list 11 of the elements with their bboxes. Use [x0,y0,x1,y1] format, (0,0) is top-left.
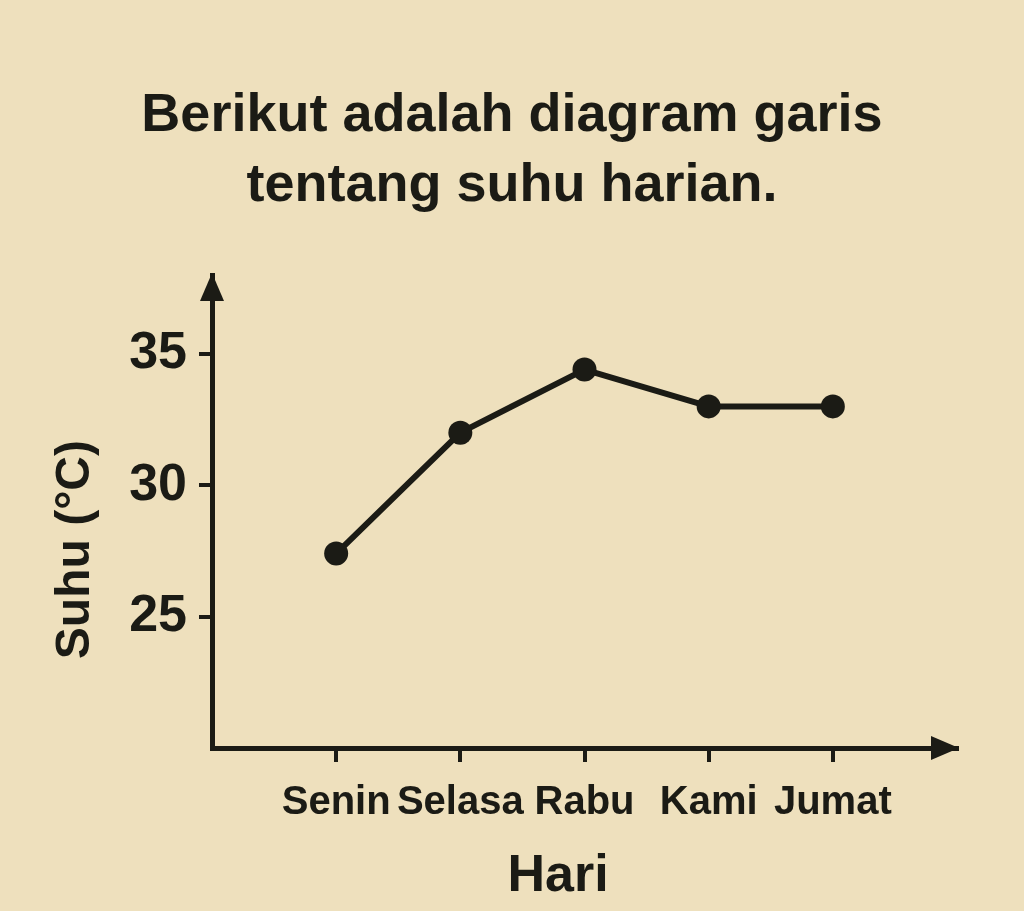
y-tick-label: 30 [129,452,187,511]
y-axis-title: Suhu (°C) [46,440,99,660]
x-tick-label: Selasa [396,778,525,823]
x-tick-label: Kami [659,778,758,823]
y-tick-label: 35 [129,321,187,380]
x-tick-label: Jumat [773,778,892,823]
x-axis-title: Hari [507,844,609,902]
y-tick-label: 25 [129,583,187,642]
x-tick-label: Senin [281,778,391,823]
x-tick-label: Rabu [534,778,635,823]
chart-title: Berikut adalah diagram garis tentang suhu harian. [140,81,884,214]
